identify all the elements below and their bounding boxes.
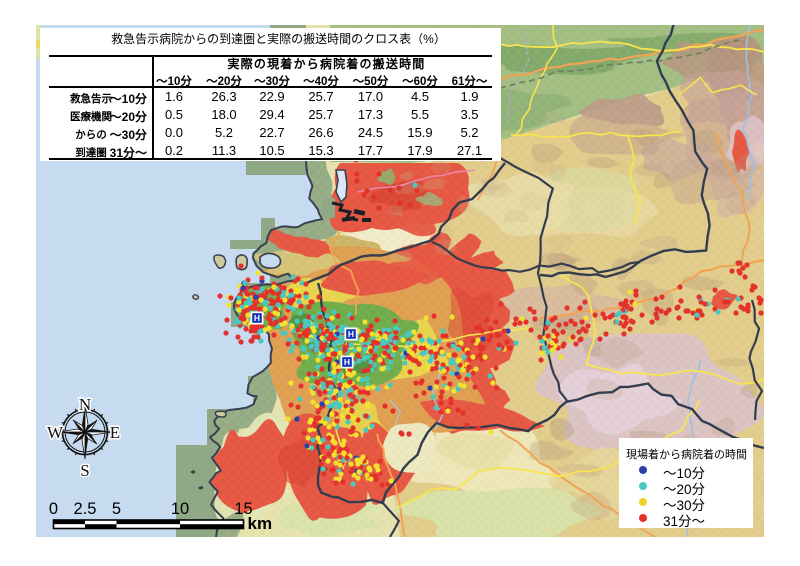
svg-text:10: 10 [171, 500, 189, 518]
svg-text:5: 5 [112, 500, 121, 518]
svg-text:H: H [348, 329, 354, 339]
svg-text:2.5: 2.5 [74, 500, 97, 518]
svg-text:H: H [344, 357, 350, 367]
svg-text:N: N [79, 395, 91, 414]
svg-text:15: 15 [234, 500, 252, 518]
svg-text:H: H [254, 313, 260, 323]
svg-text:E: E [110, 423, 120, 442]
svg-text:S: S [80, 461, 89, 480]
svg-text:W: W [47, 423, 64, 442]
svg-text:km: km [248, 514, 273, 533]
svg-text:0: 0 [49, 500, 58, 518]
